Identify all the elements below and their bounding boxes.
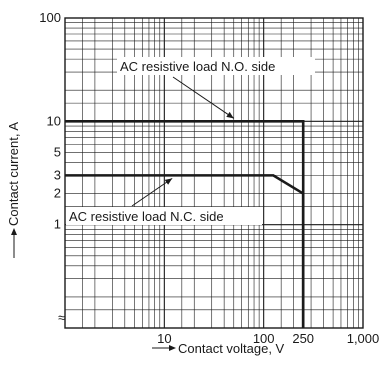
- annotation-arrowhead: [226, 111, 234, 119]
- y-tick-label: 5: [54, 144, 61, 159]
- y-tick-label: 1: [54, 217, 61, 232]
- y-axis-title-group: Contact current, A: [6, 122, 21, 258]
- x-axis-title: Contact voltage, V: [178, 341, 285, 356]
- annotation-label: AC resistive load N.O. side: [120, 59, 275, 74]
- annotation-arrowhead: [164, 178, 173, 185]
- x-axis-title-group: Contact voltage, V: [152, 341, 285, 356]
- origin-break-symbol: ≈: [58, 310, 65, 325]
- plot-frame: [64, 17, 364, 329]
- y-tick-label: 100: [39, 10, 61, 25]
- y-tick-label: 10: [47, 113, 61, 128]
- annotation-label: AC resistive load N.C. side: [69, 209, 224, 224]
- y-tick-label: 2: [54, 186, 61, 201]
- x-tick-label: 1,000: [347, 331, 380, 346]
- x-tick-label: 250: [292, 331, 314, 346]
- tick-label-layer: 10 100 250 1,000 1 2 3 5 10 100 ≈: [39, 10, 379, 346]
- plot-border: [64, 17, 364, 329]
- annotation-leader: [131, 177, 173, 207]
- x-tick-label: 10: [157, 331, 171, 346]
- x-axis-title-arrowhead: [169, 345, 176, 351]
- annotation-leader: [172, 76, 235, 119]
- annotation-layer: AC resistive load N.O. side AC resistive …: [66, 57, 315, 225]
- y-axis-title: Contact current, A: [6, 122, 21, 226]
- axis-title-layer: Contact voltage, V Contact current, A: [6, 122, 285, 356]
- series-layer: [65, 120, 305, 328]
- x-tick-label: 100: [253, 331, 275, 346]
- annotation-background: [66, 207, 262, 225]
- series-line-1: [65, 174, 305, 328]
- annotation-background: [117, 57, 315, 75]
- y-tick-label: 3: [54, 167, 61, 182]
- y-axis-title-arrowhead: [11, 228, 17, 235]
